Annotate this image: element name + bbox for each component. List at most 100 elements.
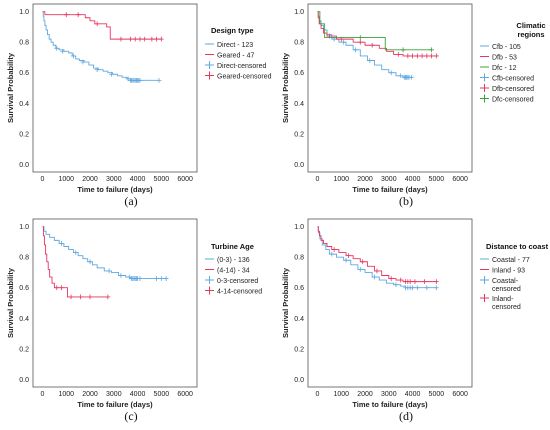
legend-entry-label: Direct-censored bbox=[217, 63, 267, 70]
y-tick-label: 0.6 bbox=[19, 70, 29, 77]
panel-caption: (c) bbox=[124, 409, 137, 423]
legend-entry-label: Coastal - 77 bbox=[492, 257, 530, 264]
y-tick-label: 0.6 bbox=[294, 285, 304, 292]
legend: Design type Direct - 123 Geared - 47 Direct… bbox=[205, 26, 272, 81]
series-0 bbox=[42, 11, 162, 83]
censored-marker bbox=[87, 259, 93, 265]
y-tick-label: 0.0 bbox=[19, 377, 29, 384]
censored-marker bbox=[407, 279, 413, 285]
censored-marker bbox=[137, 36, 143, 42]
legend-censored-swatch bbox=[205, 286, 214, 295]
x-tick-label: 3000 bbox=[381, 176, 397, 183]
censored-marker bbox=[343, 257, 349, 263]
censored-marker bbox=[429, 53, 434, 59]
x-tick-label: 2000 bbox=[82, 176, 98, 183]
x-tick-label: 1000 bbox=[333, 176, 349, 183]
legend: Distance to coast Coastal - 77 Inland - 93… bbox=[480, 242, 549, 311]
x-axis-title: Time to failure (days) bbox=[77, 400, 153, 409]
censored-marker bbox=[137, 77, 143, 83]
series-1 bbox=[42, 226, 111, 300]
x-tick-label: 1000 bbox=[333, 391, 349, 398]
chart-panel-b: 0.0 0.2 0.4 0.6 0.8 1.0 0 1000 2000 3000 4000 5000 6… bbox=[281, 3, 546, 208]
legend-entry-label: 0-3-censored bbox=[217, 278, 258, 285]
y-axis-title: Survival Probability bbox=[6, 267, 15, 338]
x-tick-label: 2000 bbox=[82, 391, 98, 398]
censored-marker bbox=[329, 251, 335, 257]
censored-marker bbox=[156, 77, 162, 83]
panel-caption: (d) bbox=[399, 409, 413, 423]
x-tick-label: 5000 bbox=[154, 176, 170, 183]
legend-entry-label: Geared - 47 bbox=[217, 53, 254, 60]
series-0 bbox=[317, 226, 439, 291]
censored-marker bbox=[429, 47, 434, 53]
censored-marker bbox=[360, 259, 366, 265]
legend-title-line: Climatic bbox=[516, 21, 545, 30]
censored-marker bbox=[118, 273, 124, 278]
series-1 bbox=[42, 11, 164, 42]
censored-marker bbox=[331, 247, 337, 252]
censored-marker bbox=[395, 52, 401, 57]
legend-entry-label: Inland - 93 bbox=[492, 268, 525, 275]
y-axis-title: Survival Probability bbox=[281, 267, 290, 338]
legend-entry-line: Coastal- bbox=[492, 278, 519, 285]
censored-marker bbox=[388, 276, 394, 281]
censored-marker bbox=[346, 253, 351, 259]
x-tick-label: 0 bbox=[316, 176, 320, 183]
censored-marker bbox=[405, 53, 411, 59]
censored-marker bbox=[149, 36, 155, 42]
legend: Turbine Age (0-3) - 136 (4-14) - 34 0-3-cen… bbox=[205, 242, 262, 296]
y-tick-label: 0.0 bbox=[19, 162, 29, 169]
censored-marker bbox=[374, 268, 380, 274]
x-tick-label: 0 bbox=[41, 391, 45, 398]
x-axis-title: Time to failure (days) bbox=[352, 400, 428, 409]
y-tick-label: 0.8 bbox=[19, 255, 29, 262]
y-tick-label: 0.4 bbox=[294, 101, 304, 108]
y-tick-label: 1.0 bbox=[294, 9, 304, 16]
legend-entry-label: Direct - 123 bbox=[217, 42, 253, 49]
censored-marker bbox=[433, 279, 439, 285]
series-1 bbox=[317, 226, 439, 285]
censored-marker bbox=[408, 74, 414, 80]
censored-marker bbox=[163, 276, 169, 281]
censored-marker bbox=[357, 267, 363, 272]
legend-entry-label: Geared-censored bbox=[217, 74, 272, 81]
legend-entry-line: censored bbox=[492, 286, 521, 293]
censored-marker bbox=[398, 277, 404, 283]
censored-marker bbox=[80, 59, 86, 65]
censored-marker bbox=[372, 274, 377, 280]
censored-marker bbox=[59, 285, 64, 291]
x-tick-label: 1000 bbox=[58, 176, 74, 183]
survival-curve-line bbox=[317, 226, 437, 289]
censored-marker bbox=[158, 36, 164, 42]
legend-title-line: regions bbox=[517, 30, 544, 39]
survival-curve-line bbox=[317, 11, 412, 78]
y-tick-label: 0.8 bbox=[19, 40, 29, 47]
plot-frame bbox=[32, 218, 198, 388]
censored-marker bbox=[106, 268, 112, 274]
censored-marker bbox=[410, 285, 415, 291]
legend-entry-label: Dfb-censored bbox=[492, 86, 534, 93]
censored-marker bbox=[398, 73, 404, 79]
legend-entry-label: (0-3) - 136 bbox=[217, 257, 250, 264]
x-tick-label: 0 bbox=[41, 176, 45, 183]
x-tick-label: 6000 bbox=[177, 176, 193, 183]
x-tick-label: 3000 bbox=[106, 391, 122, 398]
censored-marker bbox=[422, 279, 427, 285]
y-tick-label: 0.4 bbox=[19, 316, 29, 323]
series-0 bbox=[317, 11, 414, 80]
x-tick-label: 5000 bbox=[429, 391, 445, 398]
legend-censored-swatch bbox=[205, 61, 214, 69]
censored-marker bbox=[158, 276, 164, 281]
censored-marker bbox=[73, 250, 79, 255]
y-tick-label: 1.0 bbox=[294, 224, 304, 231]
y-tick-label: 0.0 bbox=[294, 377, 304, 384]
survival-curve-line bbox=[42, 226, 167, 280]
y-tick-label: 0.2 bbox=[19, 131, 29, 138]
y-tick-label: 0.6 bbox=[294, 70, 304, 77]
legend-censored-swatch bbox=[480, 84, 489, 92]
x-tick-label: 4000 bbox=[130, 391, 146, 398]
survival-curve-line bbox=[42, 11, 159, 81]
x-tick-label: 3000 bbox=[381, 391, 397, 398]
y-tick-label: 0.8 bbox=[294, 40, 304, 47]
